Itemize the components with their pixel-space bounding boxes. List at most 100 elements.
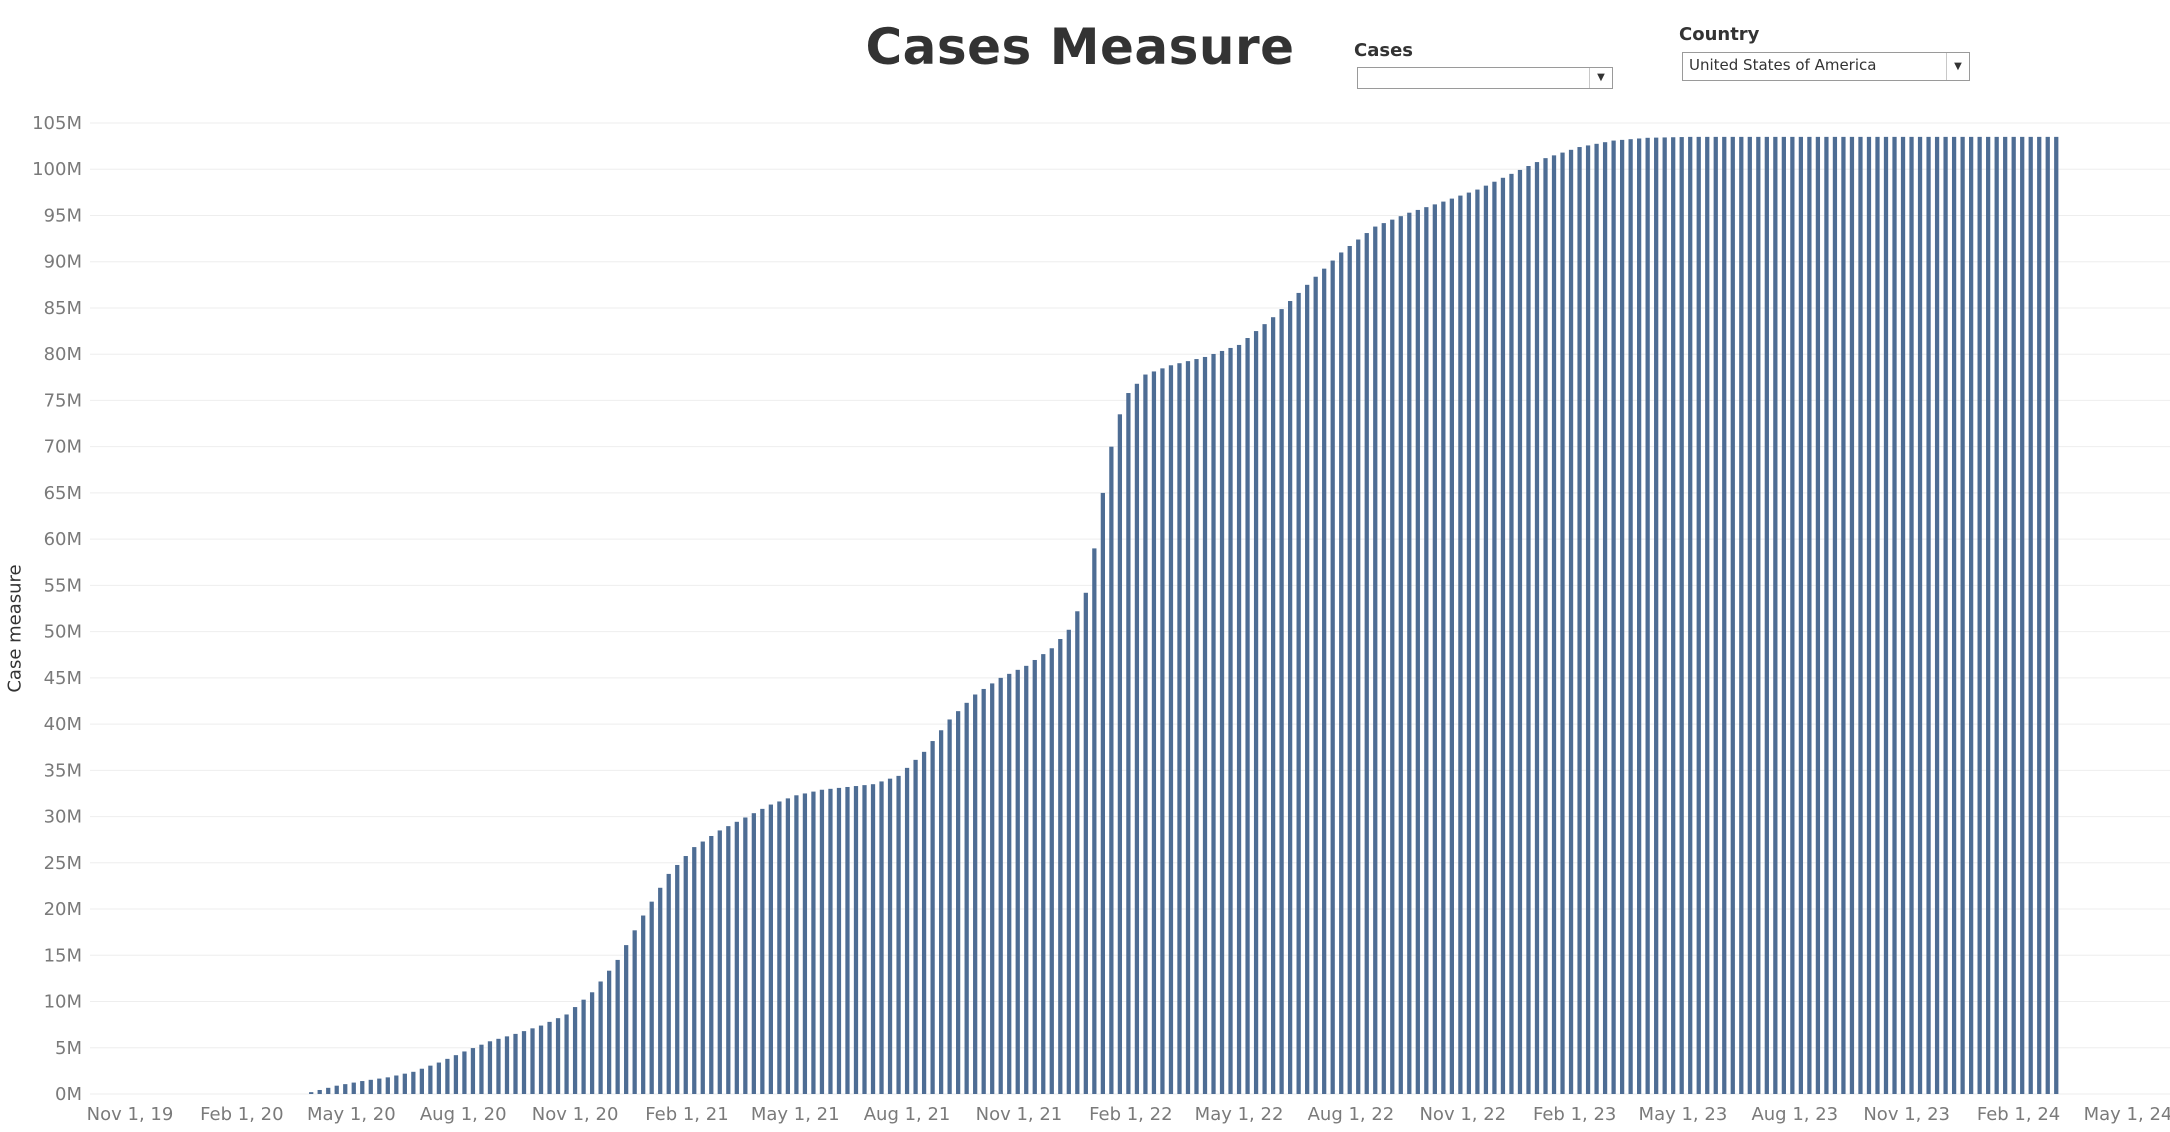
bar <box>309 1092 314 1094</box>
bar <box>1228 347 1233 1094</box>
bar <box>1764 136 1769 1094</box>
bar <box>1415 209 1420 1094</box>
bar <box>947 719 952 1094</box>
bar <box>317 1089 322 1094</box>
bar <box>1781 136 1786 1094</box>
bar <box>1577 147 1582 1095</box>
bar <box>1943 136 1948 1094</box>
bar <box>1356 239 1361 1094</box>
bar <box>1696 136 1701 1094</box>
bar <box>632 930 637 1094</box>
bar <box>1100 492 1105 1094</box>
bar <box>377 1078 382 1094</box>
bar <box>1739 136 1744 1094</box>
bar <box>921 751 927 1094</box>
bar <box>1815 136 1821 1094</box>
bar <box>734 821 739 1094</box>
bar <box>1619 139 1625 1094</box>
bar <box>368 1079 373 1094</box>
bar <box>938 730 944 1094</box>
bar <box>2020 136 2025 1094</box>
y-tick-label: 10M <box>44 992 82 1013</box>
bar <box>1483 185 1489 1094</box>
x-tick-label: Feb 1, 23 <box>1533 1104 1616 1125</box>
bar <box>1986 136 1991 1094</box>
bar <box>411 1071 416 1094</box>
x-tick-label: May 1, 20 <box>307 1104 396 1125</box>
x-tick-label: Nov 1, 22 <box>1419 1104 1506 1125</box>
bar <box>973 694 978 1094</box>
y-axis-ticks: 0M 5M 10M 15M 20M 25M 30M 35M 40M 45M 50M 55M 60M 65M… <box>32 113 82 1105</box>
chevron-down-icon[interactable]: ▼ <box>1946 53 1969 80</box>
bar <box>862 785 867 1094</box>
y-tick-label: 40M <box>44 714 82 735</box>
bar <box>1024 665 1029 1094</box>
x-tick-label: Nov 1, 23 <box>1863 1104 1950 1125</box>
bar <box>1841 136 1846 1094</box>
bar <box>1083 592 1088 1094</box>
bar <box>1092 548 1097 1094</box>
bar <box>709 835 714 1094</box>
x-tick-label: Aug 1, 20 <box>420 1104 507 1125</box>
bar <box>513 1033 518 1094</box>
bar <box>1909 136 1914 1094</box>
bar <box>1211 353 1216 1095</box>
y-tick-label: 65M <box>44 483 82 504</box>
bar <box>530 1028 535 1094</box>
bar <box>1007 673 1012 1094</box>
bar <box>845 786 850 1094</box>
bar <box>1509 173 1514 1095</box>
x-tick-label: Feb 1, 20 <box>200 1104 283 1125</box>
bar <box>1679 137 1684 1094</box>
x-tick-label: May 1, 22 <box>1195 1104 1284 1125</box>
bar <box>402 1073 407 1094</box>
bar <box>1390 219 1395 1094</box>
y-tick-label: 95M <box>44 205 82 226</box>
bar <box>1177 363 1182 1095</box>
chevron-down-icon[interactable]: ▼ <box>1589 68 1612 88</box>
bar <box>1168 365 1174 1094</box>
bar <box>1747 136 1752 1094</box>
bar <box>1041 654 1046 1094</box>
bar <box>1517 169 1523 1094</box>
bar <box>1534 162 1540 1094</box>
bar <box>334 1085 339 1094</box>
bar <box>1458 195 1463 1095</box>
bar <box>956 711 961 1094</box>
country-dropdown[interactable]: United States of America ▼ <box>1682 52 1970 81</box>
bar <box>1628 139 1633 1094</box>
y-tick-label: 105M <box>32 113 82 134</box>
bar <box>555 1018 561 1094</box>
y-tick-label: 0M <box>55 1084 82 1105</box>
bar <box>1407 212 1412 1094</box>
bar <box>836 787 842 1094</box>
bar <box>1270 317 1276 1094</box>
bar <box>743 817 748 1094</box>
bar <box>641 915 646 1094</box>
bar <box>615 959 620 1094</box>
bar <box>1160 368 1165 1094</box>
bar <box>1449 198 1454 1095</box>
bar <box>1288 301 1293 1094</box>
x-tick-label: Aug 1, 21 <box>864 1104 951 1125</box>
cases-dropdown[interactable]: ▼ <box>1357 67 1613 89</box>
y-tick-label: 50M <box>44 622 82 643</box>
bar <box>1551 155 1557 1094</box>
country-dropdown-value: United States of America <box>1689 56 1877 74</box>
bar <box>1075 611 1080 1094</box>
x-axis-ticks: Nov 1, 19 Feb 1, 20 May 1, 20 Aug 1, 20 Nov … <box>87 1104 2170 1125</box>
bar <box>1730 136 1735 1094</box>
bar <box>1637 138 1642 1095</box>
bar <box>887 778 893 1094</box>
bar <box>1015 669 1020 1094</box>
bar <box>1441 201 1446 1095</box>
bar <box>1900 136 1906 1094</box>
y-tick-label: 90M <box>44 252 82 273</box>
bar <box>1560 152 1565 1095</box>
bar <box>428 1065 433 1094</box>
bar <box>1330 260 1335 1094</box>
bar <box>479 1044 484 1094</box>
bar <box>1134 383 1140 1094</box>
bar <box>1858 136 1863 1094</box>
bar <box>913 759 918 1094</box>
